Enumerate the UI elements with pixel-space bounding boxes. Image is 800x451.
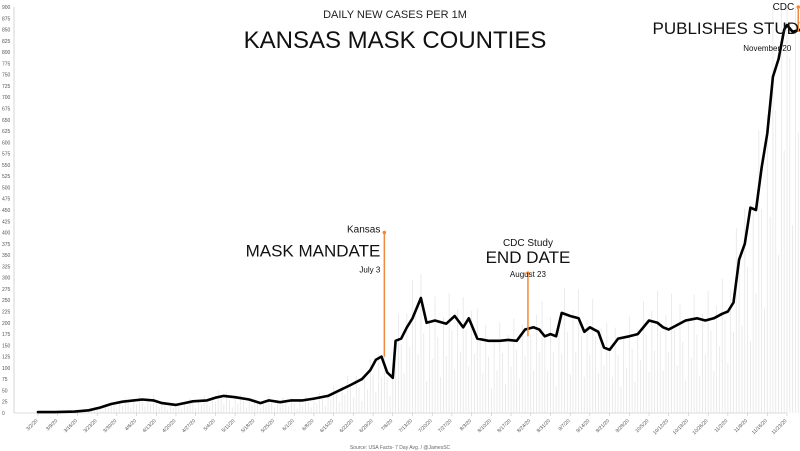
y-tick-label: 550 <box>2 163 11 169</box>
x-tick-label: 9/7/20 <box>558 418 572 432</box>
x-axis: 3/2/20 3/9/20 3/16/20 3/23/20 3/30/20 4/6/20 4… <box>14 412 789 436</box>
y-tick-label: 875 <box>2 16 11 22</box>
x-tick-label: 3/9/20 <box>45 418 59 432</box>
x-tick-label: 7/13/20 <box>398 418 414 434</box>
annotation-dot <box>526 271 530 275</box>
y-tick-label: 775 <box>2 61 11 67</box>
y-tick-label: 250 <box>2 298 11 304</box>
x-tick-label: 3/30/20 <box>102 418 118 434</box>
y-tick-label: 575 <box>2 152 11 158</box>
x-tick-label: 8/24/20 <box>516 418 532 434</box>
y-tick-label: 800 <box>2 50 11 56</box>
x-tick-label: 6/22/20 <box>339 418 355 434</box>
x-tick-label: 7/6/20 <box>380 418 394 432</box>
annotation-dot <box>796 5 800 9</box>
x-tick-label: 4/20/20 <box>161 418 177 434</box>
y-tick-label: 475 <box>2 197 11 203</box>
y-tick-label: 675 <box>2 107 11 113</box>
chart-source: Source: USA Facts- 7 Day Avg. / @JamesSC <box>350 445 451 451</box>
x-tick-label: 11/9/20 <box>733 418 749 434</box>
x-tick-label: 3/16/20 <box>63 418 79 434</box>
y-tick-label: 450 <box>2 208 11 214</box>
y-tick-label: 500 <box>2 185 11 191</box>
annotation-small-label: Kansas <box>347 225 380 236</box>
y-tick-label: 225 <box>2 310 11 316</box>
x-tick-label: 4/27/20 <box>181 418 197 434</box>
y-tick-label: 750 <box>2 73 11 79</box>
x-tick-label: 11/23/20 <box>771 418 789 436</box>
x-tick-label: 9/21/20 <box>595 418 611 434</box>
y-tick-label: 325 <box>2 264 11 270</box>
annotation-date: November 20 <box>743 44 792 53</box>
y-tick-label: 150 <box>2 343 11 349</box>
y-tick-label: 175 <box>2 332 11 338</box>
y-tick-label: 125 <box>2 355 11 361</box>
x-tick-label: 10/26/20 <box>692 418 710 436</box>
x-tick-label: 10/5/20 <box>634 418 650 434</box>
y-tick-label: 275 <box>2 287 11 293</box>
annotation-big-label: PUBLISHES STUDY <box>652 19 800 38</box>
x-tick-label: 5/4/20 <box>203 418 217 432</box>
y-tick-label: 400 <box>2 231 11 237</box>
x-tick-label: 9/28/20 <box>615 418 631 434</box>
x-tick-label: 5/18/20 <box>240 418 256 434</box>
annotation-date: July 3 <box>359 266 380 275</box>
y-tick-label: 900 <box>2 5 11 11</box>
annotation-dot <box>382 230 387 235</box>
y-tick-label: 650 <box>2 118 11 124</box>
x-tick-label: 10/19/20 <box>672 418 690 436</box>
y-tick-label: 350 <box>2 253 11 259</box>
annotation-big-label: END DATE <box>486 248 571 267</box>
annotation-small-label: CDC <box>773 2 795 13</box>
y-tick-label: 625 <box>2 129 11 135</box>
x-tick-label: 3/23/20 <box>83 418 99 434</box>
y-tick-label: 375 <box>2 242 11 248</box>
y-tick-label: 0 <box>2 411 5 417</box>
y-tick-label: 200 <box>2 321 11 327</box>
x-tick-label: 10/12/20 <box>652 418 670 436</box>
x-tick-label: 7/27/20 <box>437 418 453 434</box>
x-tick-label: 6/29/20 <box>358 418 374 434</box>
series-line <box>36 23 800 414</box>
y-tick-label: 600 <box>2 140 11 146</box>
y-tick-label: 425 <box>2 219 11 225</box>
chart-title: DAILY NEW CASES PER 1M <box>323 9 467 21</box>
annotation-small-label: CDC Study <box>503 238 553 249</box>
series-lines <box>36 23 800 414</box>
x-tick-label: 6/15/20 <box>319 418 335 434</box>
x-tick-label: 8/10/20 <box>477 418 493 434</box>
y-tick-label: 300 <box>2 276 11 282</box>
x-tick-label: 5/25/20 <box>260 418 276 434</box>
x-tick-label: 8/17/20 <box>496 418 512 434</box>
y-tick-label: 100 <box>2 366 11 372</box>
y-tick-label: 525 <box>2 174 11 180</box>
y-tick-label: 850 <box>2 28 11 34</box>
x-tick-label: 7/20/20 <box>418 418 434 434</box>
y-tick-label: 75 <box>2 377 8 383</box>
x-tick-label: 11/16/20 <box>751 418 769 436</box>
x-tick-label: 9/14/20 <box>575 418 591 434</box>
x-tick-label: 5/11/20 <box>221 418 237 434</box>
x-tick-label: 3/2/20 <box>25 418 39 432</box>
x-tick-label: 4/13/20 <box>142 418 158 434</box>
x-tick-label: 6/1/20 <box>282 418 296 432</box>
x-tick-label: 8/3/20 <box>459 418 473 432</box>
y-tick-label: 25 <box>2 400 8 406</box>
y-axis: 0 25 50 75 100 125 150 175 200 225 250 275 300 325 350… <box>2 5 15 417</box>
y-tick-label: 825 <box>2 39 11 45</box>
annotation-date: August 23 <box>510 270 547 279</box>
daily-bars <box>40 7 799 413</box>
x-tick-label: 4/6/20 <box>124 418 138 432</box>
x-tick-label: 11/2/20 <box>714 418 730 434</box>
y-tick-label: 725 <box>2 84 11 90</box>
x-tick-label: 6/8/20 <box>301 418 315 432</box>
y-tick-label: 50 <box>2 388 8 394</box>
y-tick-label: 700 <box>2 95 11 101</box>
annotation-big-label: MASK MANDATE <box>246 242 381 261</box>
chart-subtitle: KANSAS MASK COUNTIES <box>244 27 547 54</box>
x-tick-label: 8/31/20 <box>536 418 552 434</box>
